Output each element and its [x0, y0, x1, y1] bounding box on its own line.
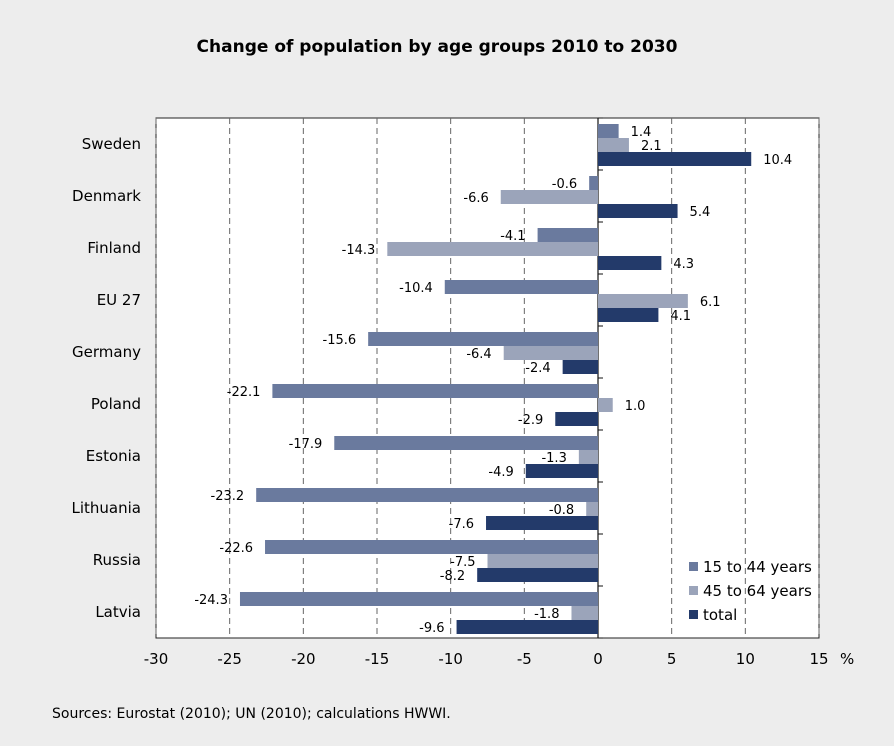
bar: [537, 228, 598, 242]
bar: [598, 256, 662, 270]
bars: [239, 124, 752, 634]
data-label: -23.2: [211, 489, 245, 504]
bar: [586, 502, 598, 516]
bar: [598, 308, 659, 322]
bar: [239, 592, 599, 606]
data-label: -8.2: [440, 569, 465, 584]
bar: [598, 138, 629, 152]
data-label: 4.1: [670, 309, 691, 324]
data-label: -6.6: [463, 191, 488, 206]
legend-swatch: [689, 610, 698, 619]
category-labels: Sweden Denmark Finland EU 27 Germany Poland Es…: [72, 135, 142, 621]
x-tick-label: -10: [438, 650, 463, 668]
data-label: 1.4: [631, 125, 652, 140]
data-label: 5.4: [690, 205, 711, 220]
data-label: -14.3: [342, 243, 376, 258]
category-label: Poland: [91, 395, 141, 413]
data-label: -15.6: [323, 333, 357, 348]
bar: [598, 294, 688, 308]
legend-label: 45 to 64 years: [703, 582, 812, 600]
data-label: -0.6: [552, 177, 577, 192]
data-label: -7.6: [449, 517, 474, 532]
category-label: EU 27: [97, 291, 141, 309]
category-label: Latvia: [95, 603, 141, 621]
data-label: -10.4: [399, 281, 433, 296]
data-label: 10.4: [763, 153, 792, 168]
x-tick-label: -30: [144, 650, 169, 668]
legend-label: 15 to 44 years: [703, 558, 812, 576]
bar: [555, 412, 598, 426]
data-label: -22.6: [219, 541, 253, 556]
data-label: -2.9: [518, 413, 543, 428]
x-tick-label: -5: [517, 650, 532, 668]
bar: [562, 360, 598, 374]
bar: [486, 516, 598, 530]
bar: [334, 436, 598, 450]
bar: [500, 190, 598, 204]
data-label: -6.4: [466, 347, 491, 362]
data-label: -17.9: [289, 437, 323, 452]
data-label: -1.3: [541, 451, 566, 466]
data-label: -9.6: [419, 621, 444, 636]
bar: [256, 488, 598, 502]
bar: [598, 398, 613, 412]
bar: [571, 606, 598, 620]
data-label: -4.9: [488, 465, 513, 480]
data-labels: 1.42.1 10.4 -0.6 -6.6 5.4 -4.1 -14.3 4.3 -10.4 6.…: [194, 125, 792, 636]
category-label: Russia: [93, 551, 141, 569]
x-tick-label: -15: [365, 650, 390, 668]
bar: [525, 464, 598, 478]
x-tick-label: 0: [593, 650, 603, 668]
data-label: 2.1: [641, 139, 662, 154]
bar: [487, 554, 598, 568]
x-tick-label: -25: [217, 650, 242, 668]
data-label: -7.5: [450, 555, 475, 570]
x-tick-label: 10: [736, 650, 755, 668]
x-tick-label: 5: [667, 650, 677, 668]
source-note: Sources: Eurostat (2010); UN (2010); cal…: [52, 706, 451, 722]
data-label: -2.4: [525, 361, 550, 376]
data-label: 4.3: [673, 257, 694, 272]
legend-swatch: [689, 562, 698, 571]
data-label: -1.8: [534, 607, 559, 622]
category-label: Denmark: [72, 187, 141, 205]
bar: [477, 568, 598, 582]
chart-title: Change of population by age groups 2010 …: [197, 37, 678, 57]
bar: [368, 332, 598, 346]
x-tick-labels: -30 -25 -20 -15 -10 -5 0 5 10 15: [144, 650, 829, 668]
data-label: -4.1: [500, 229, 525, 244]
x-tick-label: -20: [291, 650, 316, 668]
legend-label: total: [703, 606, 737, 624]
category-label: Lithuania: [72, 499, 141, 517]
bar: [456, 620, 598, 634]
data-label: -22.1: [227, 385, 261, 400]
data-label: 1.0: [625, 399, 646, 414]
legend: 15 to 44 years 45 to 64 years total: [689, 558, 812, 624]
category-label: Finland: [87, 239, 141, 257]
bar: [598, 124, 619, 138]
bar: [272, 384, 598, 398]
bar: [444, 280, 598, 294]
bar: [598, 152, 752, 166]
legend-swatch: [689, 586, 698, 595]
data-label: -24.3: [194, 593, 228, 608]
bar: [387, 242, 598, 256]
x-unit-label: %: [840, 650, 854, 668]
category-label: Estonia: [86, 447, 141, 465]
category-label: Sweden: [82, 135, 141, 153]
data-label: -0.8: [549, 503, 574, 518]
bar: [503, 346, 598, 360]
bar: [598, 204, 678, 218]
x-tick-label: 15: [809, 650, 828, 668]
bar: [578, 450, 598, 464]
bar: [265, 540, 598, 554]
category-label: Germany: [72, 343, 141, 361]
bar: [589, 176, 598, 190]
data-label: 6.1: [700, 295, 721, 310]
